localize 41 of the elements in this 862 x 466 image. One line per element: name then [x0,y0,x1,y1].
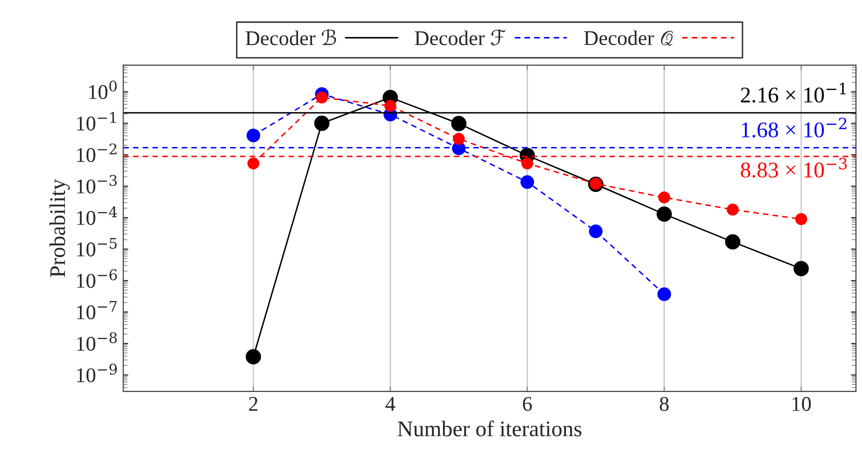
x-tick-label: 6 [522,396,532,411]
point [725,234,740,250]
point [658,191,670,204]
point [521,157,534,170]
y-tick-label: 10$^{−5}$ [77,238,117,256]
y-tick-label: 10$^{0}$ [89,80,117,100]
ref-line-label: 8.83 × 10$^{−3}$ [740,158,847,178]
point [316,92,328,104]
y-tick-label: 10$^{−9}$ [77,364,117,382]
point [656,206,672,222]
y-tick-label: 10$^{−2}$ [77,143,116,162]
legend-label: Decoder ℱ [414,29,506,46]
legend-label: Decoder 𝒬 [584,30,674,46]
x-tick-label: 10 [792,396,811,411]
point [247,157,260,170]
y-tick-label: 10$^{−3}$ [77,174,117,194]
x-tick-label: 8 [660,396,669,411]
y-axis-title: Probability [50,179,70,278]
point [314,116,330,131]
y-tick-label: 10$^{−4}$ [77,206,118,225]
point [246,349,262,364]
point [246,128,260,142]
y-tick-label: 10$^{−6}$ [77,269,117,288]
legend-label: Decoder ℬ [246,28,336,46]
point [726,204,739,216]
point [452,132,465,145]
x-tick-label: 2 [249,396,258,411]
point [451,116,466,132]
point [588,224,603,238]
x-axis-title: Number of iterations [398,420,582,436]
y-tick-label: 10$^{−8}$ [77,332,117,351]
point [384,100,396,112]
y-tick-label: 10$^{−7}$ [77,300,117,320]
ref-line-label: 2.16 × 10$^{−1}$ [740,82,846,103]
point [795,213,808,226]
y-tick-label: 10$^{−1}$ [77,112,116,131]
x-tick-label: 4 [386,397,396,411]
point [520,175,534,189]
point [657,287,672,301]
ref-line-label: 1.68 × 10$^{−2}$ [742,118,846,138]
point [794,261,809,276]
